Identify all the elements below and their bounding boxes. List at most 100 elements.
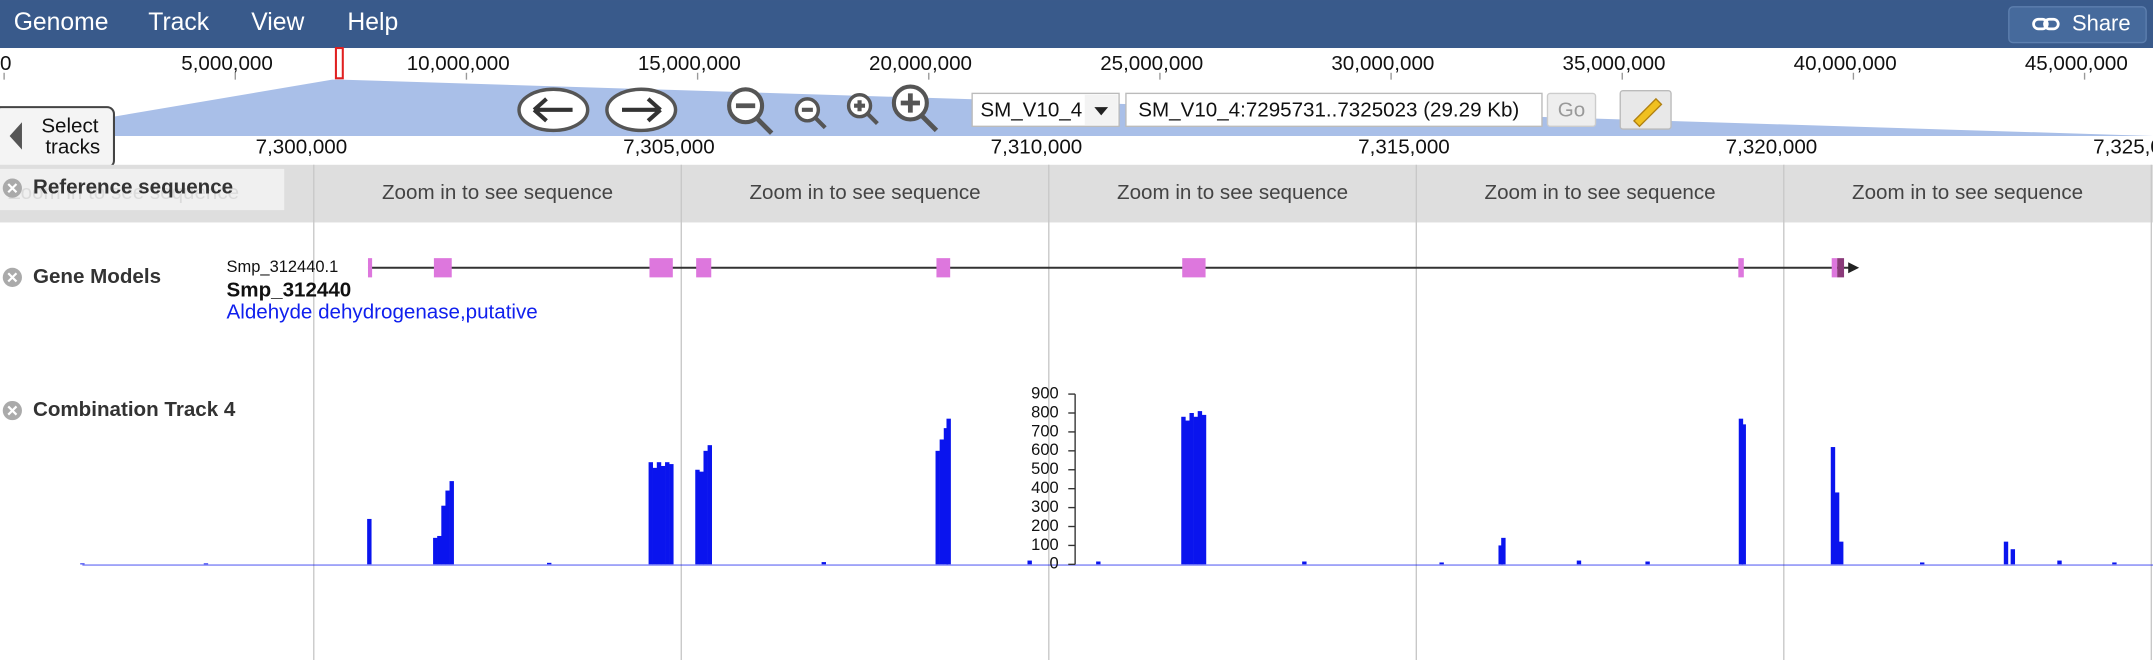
coverage-bar bbox=[665, 462, 670, 565]
overview-tick-label: 20,000,000 bbox=[869, 52, 972, 75]
gene-description: Aldehyde dehydrogenase,putative bbox=[227, 301, 538, 324]
ref-message: Zoom in to see sequence bbox=[1852, 181, 2083, 204]
coverage-bar bbox=[1096, 561, 1101, 565]
y-tick-label: 900 bbox=[1031, 384, 1058, 402]
coverage-bar bbox=[1498, 545, 1503, 565]
select-tracks-label: Select tracks bbox=[41, 115, 104, 159]
coverage-bar bbox=[707, 445, 712, 565]
coverage-bar bbox=[1741, 424, 1746, 565]
coverage-bar bbox=[660, 465, 666, 565]
overview-tick-label: 25,000,000 bbox=[1100, 52, 1203, 75]
overview bbox=[0, 48, 2153, 80]
coverage-bar bbox=[367, 518, 372, 565]
coverage-bar bbox=[437, 535, 442, 565]
coverage-bar bbox=[695, 469, 700, 565]
coverage-bar bbox=[2003, 541, 2009, 565]
coverage-bar bbox=[1830, 447, 1836, 565]
y-tick-label: 400 bbox=[1031, 479, 1058, 497]
overview-tick-label: 30,000,000 bbox=[1331, 52, 1434, 75]
coverage-bar bbox=[1189, 413, 1194, 565]
coverage-bar bbox=[699, 471, 704, 565]
track-label: Gene Models bbox=[33, 265, 161, 288]
detail-tick-label: 7,315,000 bbox=[1358, 136, 1450, 159]
coverage-bar bbox=[1839, 541, 1844, 565]
highlighter-icon bbox=[1633, 97, 1663, 128]
overview-tick-label: 15,000,000 bbox=[638, 52, 741, 75]
y-tick-label: 700 bbox=[1031, 422, 1058, 440]
overview-highlight bbox=[334, 47, 344, 80]
ref-seq-value: SM_V10_4 bbox=[980, 99, 1082, 122]
coverage-bar bbox=[2010, 549, 2016, 565]
ref-message: Zoom in to see sequence bbox=[749, 181, 980, 204]
zoom-in[interactable] bbox=[846, 93, 879, 126]
menu-item[interactable]: Track bbox=[148, 9, 209, 36]
close-icon[interactable] bbox=[2, 400, 22, 421]
tab-arrow bbox=[9, 122, 22, 150]
share-icon bbox=[2032, 17, 2060, 31]
coverage-bar bbox=[1027, 560, 1032, 565]
coverage-bar bbox=[1181, 416, 1186, 565]
coverage-bar bbox=[547, 562, 552, 565]
share-button[interactable] bbox=[2008, 6, 2147, 44]
coverage-bar bbox=[2112, 562, 2117, 565]
y-tick-label: 800 bbox=[1031, 403, 1058, 421]
menu-item[interactable]: Genome bbox=[14, 9, 109, 36]
gene-model[interactable] bbox=[367, 258, 1860, 278]
coverage-bar bbox=[1645, 561, 1650, 565]
detail-tick-label: 7,300,000 bbox=[256, 136, 348, 159]
coverage-bar bbox=[1576, 560, 1582, 565]
coverage-bar bbox=[2057, 560, 2062, 565]
coverage-bar bbox=[946, 418, 951, 565]
y-tick-label: 0 bbox=[1049, 555, 1058, 573]
track-label: Reference sequence bbox=[33, 176, 233, 199]
zoom-out[interactable] bbox=[794, 97, 827, 130]
menu-bar bbox=[0, 0, 2153, 49]
coverage-bar bbox=[1197, 411, 1203, 565]
coverage-bar bbox=[1185, 420, 1190, 565]
share-label[interactable]: Share bbox=[2072, 11, 2131, 36]
overview-ticks: 0 5,000,000 10,000,000 15,000,000 20,000,000… bbox=[0, 52, 2128, 80]
coverage-bar bbox=[656, 462, 662, 565]
overview-tick-label: 0 bbox=[0, 52, 11, 75]
y-tick-label: 300 bbox=[1031, 498, 1058, 516]
gene-name: Smp_312440 bbox=[227, 279, 352, 302]
coverage-bar bbox=[1193, 416, 1198, 565]
location-input[interactable] bbox=[1125, 92, 1543, 128]
reference-band bbox=[0, 164, 2153, 223]
track-label-box bbox=[0, 391, 285, 432]
go-button[interactable] bbox=[1546, 92, 1597, 128]
coverage-bar bbox=[433, 537, 438, 565]
overview-tick-label: 45,000,000 bbox=[2025, 52, 2128, 75]
coverage-bar bbox=[935, 450, 940, 565]
arrow bbox=[622, 97, 662, 123]
track-label-box bbox=[0, 168, 285, 211]
y-tick-label: 100 bbox=[1031, 536, 1058, 554]
close-icon[interactable] bbox=[2, 267, 22, 287]
coverage-bar bbox=[1738, 418, 1744, 565]
detail-grid: 7,300,000 Zoom in to see sequence 7,305,00… bbox=[256, 136, 2153, 660]
coverage-bar bbox=[1834, 492, 1840, 565]
ref-message: Zoom in to see sequence bbox=[1117, 181, 1348, 204]
coverage-bar bbox=[1439, 562, 1444, 565]
label-line: Select bbox=[41, 115, 98, 138]
coverage-bar bbox=[821, 562, 826, 565]
coverage-bar bbox=[441, 505, 446, 565]
coverage-bar bbox=[203, 563, 209, 565]
coverage-bar bbox=[1302, 561, 1307, 565]
close-icon[interactable] bbox=[2, 178, 22, 198]
arrow bbox=[532, 97, 573, 123]
track-label: Combination Track 4 bbox=[33, 398, 236, 421]
menu-item[interactable]: Help bbox=[347, 9, 398, 36]
ref-message: Zoom in to see sequence bbox=[1485, 181, 1716, 204]
menu-item[interactable]: View bbox=[251, 9, 304, 36]
coverage-bar bbox=[703, 450, 708, 565]
coverage-bar bbox=[939, 439, 945, 565]
detail-tick-label: 7,305,000 bbox=[623, 136, 715, 159]
overview-tick-label: 35,000,000 bbox=[1563, 52, 1666, 75]
zoom-in-big[interactable] bbox=[891, 84, 939, 133]
zoom-out-big[interactable] bbox=[727, 87, 774, 135]
dropdown-arrow bbox=[1094, 107, 1109, 116]
coverage-bar bbox=[80, 563, 85, 565]
coverage-bar bbox=[1920, 562, 1925, 565]
